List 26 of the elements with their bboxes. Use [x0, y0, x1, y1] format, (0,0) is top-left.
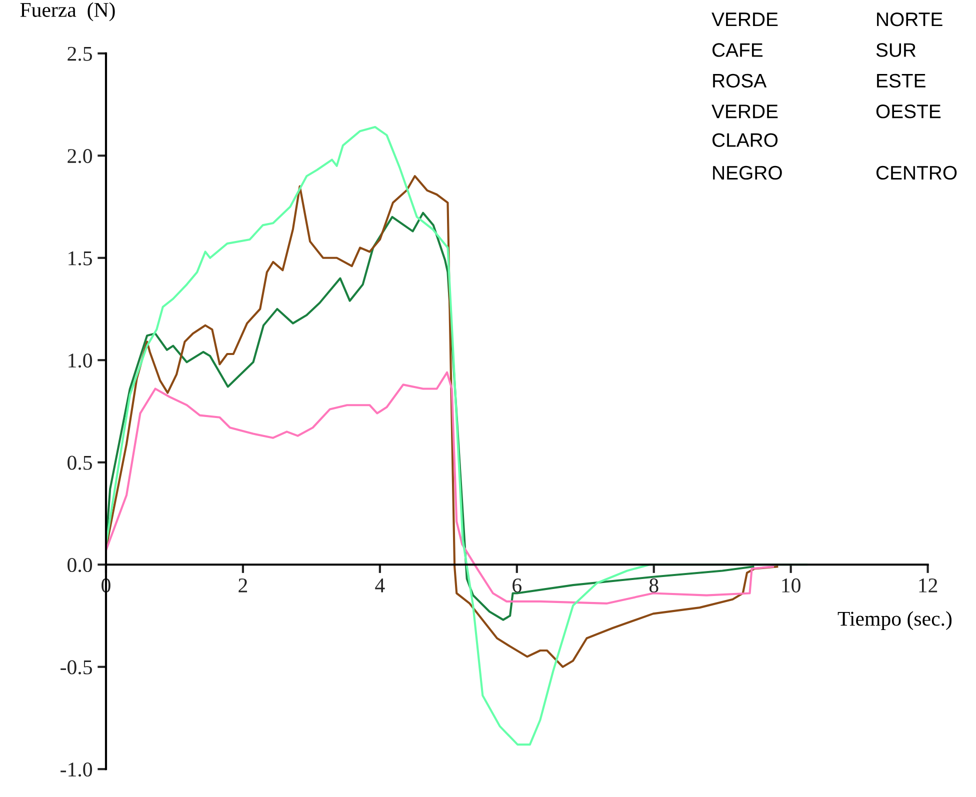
- x-tick-label: 6: [512, 578, 522, 592]
- y-axis-title: Fuerza (N): [20, 2, 115, 22]
- text: VERDE: [712, 12, 778, 26]
- annotation: SUR: [876, 43, 916, 57]
- y-tick-label: 2.0: [68, 149, 92, 164]
- annotation: CENTRO: [876, 166, 957, 180]
- x-tick-label: 4: [375, 578, 385, 592]
- annotation: ROSA: [713, 74, 767, 88]
- y-tick-label: 1.5: [68, 251, 92, 266]
- annotation: OESTE: [876, 104, 941, 118]
- annotation: ESTE: [877, 74, 926, 88]
- annotation: VERDE CLARO: [712, 104, 778, 147]
- y-tick-label: 1.0: [68, 354, 92, 368]
- y-tick-label: 0.5: [68, 456, 92, 470]
- y-tick-label: -1.0: [60, 762, 92, 777]
- x-tick-label: 10: [782, 578, 800, 592]
- y-tick-label: 0.0: [68, 558, 92, 572]
- annotation: CAFE: [712, 43, 763, 57]
- annotation: NEGRO: [713, 166, 782, 180]
- text: NORTE: [877, 12, 942, 26]
- x-tick-label: 8: [649, 578, 658, 592]
- x-tick-label: 12: [919, 578, 938, 592]
- x-axis-title: Tiempo (sec.): [838, 611, 952, 630]
- y-tick-label: 2.5: [68, 46, 92, 61]
- y-tick-label: -0.5: [60, 660, 92, 674]
- x-tick-label: 2: [238, 578, 248, 592]
